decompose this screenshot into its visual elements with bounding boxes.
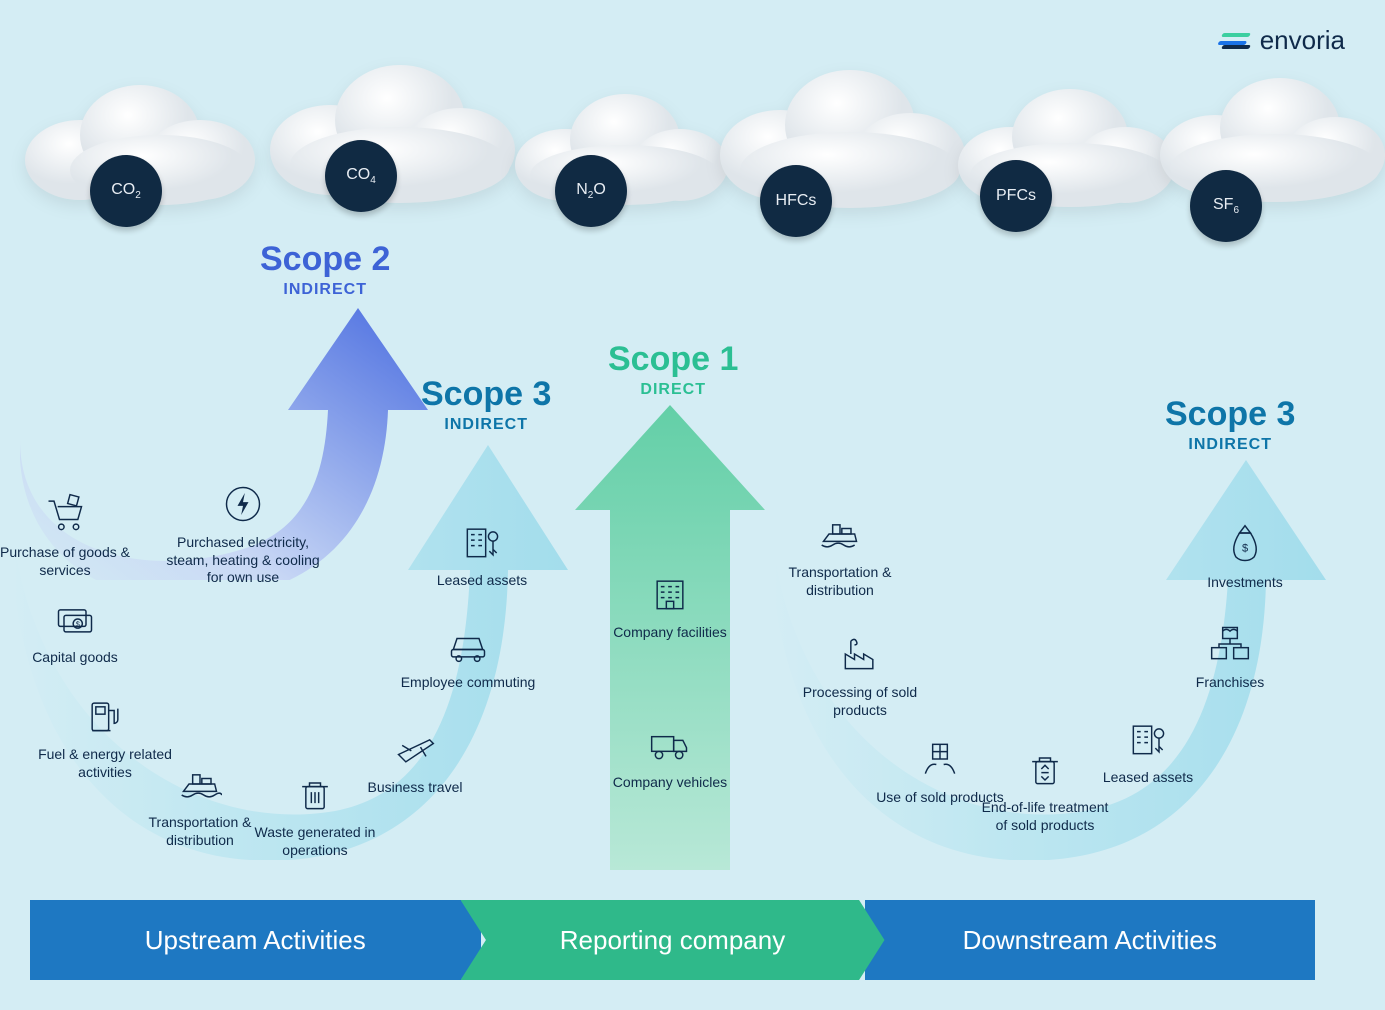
scope3-left-heading: Scope 3 INDIRECT bbox=[421, 375, 551, 434]
banner-reporting: Reporting company bbox=[461, 900, 885, 980]
factory-icon bbox=[836, 630, 884, 678]
hands-box-icon bbox=[916, 735, 964, 783]
gas-badge-pfcs: PFCs bbox=[980, 160, 1052, 232]
activity-employee-commuting: Employee commuting bbox=[398, 620, 538, 692]
activity-franchises: Franchises bbox=[1160, 620, 1300, 692]
truck-icon bbox=[646, 720, 694, 768]
activity-label: Waste generated in operations bbox=[245, 824, 385, 859]
scope3-right-heading: Scope 3 INDIRECT bbox=[1165, 395, 1295, 454]
building-key-icon bbox=[458, 518, 506, 566]
money-bag-icon: $ bbox=[1221, 520, 1269, 568]
clouds-row: CO2 CO4 N2O HFCs PFCs SF6 bbox=[0, 40, 1385, 220]
activity-company-vehicles: Company vehicles bbox=[600, 720, 740, 792]
activity-label: Company facilities bbox=[600, 624, 740, 642]
building-key-icon bbox=[1124, 715, 1172, 763]
car-icon bbox=[444, 620, 492, 668]
activity-leased-assets-down: Leased assets bbox=[1078, 715, 1218, 787]
recycle-bin-icon bbox=[1021, 745, 1069, 793]
banner-downstream-label: Downstream Activities bbox=[963, 925, 1217, 956]
scope2-heading: Scope 2 INDIRECT bbox=[260, 240, 390, 299]
scope1-subtitle: DIRECT bbox=[608, 381, 738, 399]
activity-company-facilities: Company facilities bbox=[600, 570, 740, 642]
gas-badge-co2: CO2 bbox=[90, 155, 162, 227]
activity-investments: $ Investments bbox=[1175, 520, 1315, 592]
airplane-icon bbox=[391, 725, 439, 773]
trash-icon bbox=[291, 770, 339, 818]
gas-badge-hfcs: HFCs bbox=[760, 165, 832, 237]
ship-icon bbox=[816, 510, 864, 558]
scope3-right-subtitle: INDIRECT bbox=[1165, 436, 1295, 454]
lightning-icon bbox=[219, 480, 267, 528]
shopping-cart-icon bbox=[41, 490, 89, 538]
activity-processing-sold: Processing of sold products bbox=[790, 630, 930, 719]
activity-purchased-energy: Purchased electricity, steam, heating & … bbox=[158, 480, 328, 587]
office-building-icon bbox=[646, 570, 694, 618]
banner-reporting-label: Reporting company bbox=[560, 925, 785, 956]
activity-label: Purchase of goods & services bbox=[0, 544, 135, 579]
activity-label: Franchises bbox=[1160, 674, 1300, 692]
activity-label: Company vehicles bbox=[600, 774, 740, 792]
scope3-left-title: Scope 3 bbox=[421, 375, 551, 414]
banner-upstream: Upstream Activities bbox=[30, 900, 481, 980]
cloud-icon bbox=[700, 45, 980, 215]
ship-icon bbox=[176, 760, 224, 808]
activity-capital-goods: $ Capital goods bbox=[5, 595, 145, 667]
bottom-banner: Upstream Activities Reporting company Do… bbox=[30, 900, 1355, 980]
cloud-icon bbox=[1140, 50, 1385, 210]
scope2-title: Scope 2 bbox=[260, 240, 390, 279]
money-icon: $ bbox=[51, 595, 99, 643]
fuel-pump-icon bbox=[81, 692, 129, 740]
stores-icon bbox=[1206, 620, 1254, 668]
activity-business-travel: Business travel bbox=[345, 725, 485, 797]
gas-badge-sf6: SF6 bbox=[1190, 170, 1262, 242]
banner-upstream-label: Upstream Activities bbox=[145, 925, 366, 956]
scope2-subtitle: INDIRECT bbox=[260, 281, 390, 299]
activity-label: End-of-life treatment of sold products bbox=[975, 799, 1115, 834]
gas-badge-n2o: N2O bbox=[555, 155, 627, 227]
activity-leased-assets-up: Leased assets bbox=[412, 518, 552, 590]
banner-downstream: Downstream Activities bbox=[865, 900, 1316, 980]
activity-purchase-goods: Purchase of goods & services bbox=[0, 490, 135, 579]
activity-label: Processing of sold products bbox=[790, 684, 930, 719]
activity-label: Purchased electricity, steam, heating & … bbox=[158, 534, 328, 587]
scope3-left-subtitle: INDIRECT bbox=[421, 416, 551, 434]
svg-text:$: $ bbox=[1242, 542, 1248, 554]
scope3-right-title: Scope 3 bbox=[1165, 395, 1295, 434]
activity-label: Capital goods bbox=[5, 649, 145, 667]
activity-transport-down: Transportation & distribution bbox=[770, 510, 910, 599]
activity-label: Transportation & distribution bbox=[770, 564, 910, 599]
scope1-heading: Scope 1 DIRECT bbox=[608, 340, 738, 399]
activity-label: Investments bbox=[1175, 574, 1315, 592]
gas-badge-co4: CO4 bbox=[325, 140, 397, 212]
scope1-title: Scope 1 bbox=[608, 340, 738, 379]
activity-label: Leased assets bbox=[412, 572, 552, 590]
svg-text:$: $ bbox=[76, 619, 80, 628]
activity-label: Employee commuting bbox=[398, 674, 538, 692]
activity-label: Leased assets bbox=[1078, 769, 1218, 787]
activity-label: Business travel bbox=[345, 779, 485, 797]
